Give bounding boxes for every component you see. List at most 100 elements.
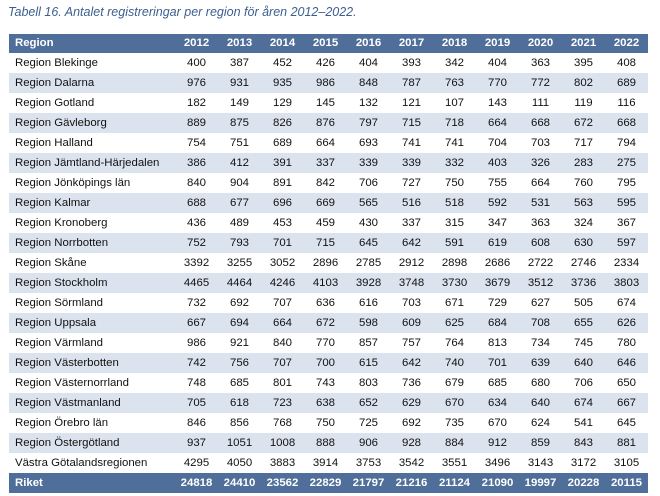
total-value-cell: 19997 xyxy=(519,473,562,493)
table-row: Region Blekinge 400 387 452 426 404 393 342 404 3… xyxy=(9,53,648,73)
table-row: Region Gävleborg 889 875 826 876 797 715 718 664… xyxy=(9,113,648,133)
value-cell: 531 xyxy=(519,193,562,213)
value-cell: 700 xyxy=(304,353,347,373)
value-cell: 404 xyxy=(476,53,519,73)
value-cell: 640 xyxy=(519,393,562,413)
region-name: Region Kalmar xyxy=(9,193,175,213)
region-name: Region Örebro län xyxy=(9,413,175,433)
value-cell: 563 xyxy=(562,193,605,213)
value-cell: 848 xyxy=(347,73,390,93)
value-cell: 717 xyxy=(562,133,605,153)
value-cell: 680 xyxy=(519,373,562,393)
value-cell: 986 xyxy=(175,333,218,353)
value-cell: 395 xyxy=(562,53,605,73)
value-cell: 674 xyxy=(605,293,648,313)
value-cell: 116 xyxy=(605,93,648,113)
value-cell: 802 xyxy=(562,73,605,93)
table-row: Region Dalarna 976 931 935 986 848 787 763 770 77… xyxy=(9,73,648,93)
value-cell: 701 xyxy=(476,353,519,373)
value-cell: 685 xyxy=(218,373,261,393)
header-region: Region xyxy=(9,34,175,53)
value-cell: 667 xyxy=(605,393,648,413)
value-cell: 742 xyxy=(175,353,218,373)
value-cell: 2722 xyxy=(519,253,562,273)
value-cell: 1008 xyxy=(261,433,304,453)
value-cell: 3883 xyxy=(261,453,304,473)
value-cell: 706 xyxy=(562,373,605,393)
value-cell: 283 xyxy=(562,153,605,173)
value-cell: 3255 xyxy=(218,253,261,273)
value-cell: 801 xyxy=(261,373,304,393)
value-cell: 626 xyxy=(605,313,648,333)
table-caption: Tabell 16. Antalet registreringar per re… xyxy=(8,5,357,19)
value-cell: 452 xyxy=(261,53,304,73)
table-row: Region Halland 754 751 689 664 693 741 741 704 70… xyxy=(9,133,648,153)
value-cell: 752 xyxy=(175,233,218,253)
value-cell: 672 xyxy=(304,313,347,333)
value-cell: 3730 xyxy=(433,273,476,293)
value-cell: 750 xyxy=(304,413,347,433)
value-cell: 339 xyxy=(390,153,433,173)
value-cell: 826 xyxy=(261,113,304,133)
value-cell: 884 xyxy=(433,433,476,453)
value-cell: 111 xyxy=(519,93,562,113)
region-name: Region Gotland xyxy=(9,93,175,113)
value-cell: 741 xyxy=(390,133,433,153)
value-cell: 339 xyxy=(347,153,390,173)
value-cell: 693 xyxy=(347,133,390,153)
region-name: Region Gävleborg xyxy=(9,113,175,133)
value-cell: 121 xyxy=(390,93,433,113)
value-cell: 2686 xyxy=(476,253,519,273)
value-cell: 725 xyxy=(347,413,390,433)
value-cell: 684 xyxy=(476,313,519,333)
value-cell: 598 xyxy=(347,313,390,333)
table-row: Region Uppsala 667 694 664 672 598 609 625 684 70… xyxy=(9,313,648,333)
table-row: Region Stockholm 4465 4464 4246 4103 3928 3748… xyxy=(9,273,648,293)
value-cell: 408 xyxy=(605,53,648,73)
table-row: Region Örebro län 846 856 768 750 725 692 735 67… xyxy=(9,413,648,433)
value-cell: 704 xyxy=(476,133,519,153)
header-year-2014: 2014 xyxy=(261,34,304,53)
value-cell: 592 xyxy=(476,193,519,213)
value-cell: 639 xyxy=(519,353,562,373)
value-cell: 670 xyxy=(476,413,519,433)
value-cell: 4246 xyxy=(261,273,304,293)
value-cell: 843 xyxy=(562,433,605,453)
value-cell: 688 xyxy=(175,193,218,213)
value-cell: 3542 xyxy=(390,453,433,473)
value-cell: 636 xyxy=(304,293,347,313)
value-cell: 876 xyxy=(304,113,347,133)
value-cell: 937 xyxy=(175,433,218,453)
table-row: Region Västernorrland 748 685 801 743 803 736 6… xyxy=(9,373,648,393)
region-name: Region Västmanland xyxy=(9,393,175,413)
value-cell: 674 xyxy=(562,393,605,413)
value-cell: 664 xyxy=(304,133,347,153)
total-label: Riket xyxy=(9,473,175,493)
value-cell: 888 xyxy=(304,433,347,453)
value-cell: 275 xyxy=(605,153,648,173)
table-row: Region Skåne 3392 3255 3052 2896 2785 2912 2898… xyxy=(9,253,648,273)
value-cell: 787 xyxy=(390,73,433,93)
value-cell: 760 xyxy=(562,173,605,193)
value-cell: 107 xyxy=(433,93,476,113)
value-cell: 857 xyxy=(347,333,390,353)
value-cell: 793 xyxy=(218,233,261,253)
value-cell: 393 xyxy=(390,53,433,73)
value-cell: 3803 xyxy=(605,273,648,293)
table-row: Region Jämtland-Härjedalen 386 412 391 337 33… xyxy=(9,153,648,173)
value-cell: 3172 xyxy=(562,453,605,473)
value-cell: 718 xyxy=(433,113,476,133)
value-cell: 608 xyxy=(519,233,562,253)
value-cell: 618 xyxy=(218,393,261,413)
value-cell: 337 xyxy=(390,213,433,233)
value-cell: 729 xyxy=(476,293,519,313)
region-name: Region Halland xyxy=(9,133,175,153)
value-cell: 692 xyxy=(390,413,433,433)
value-cell: 595 xyxy=(605,193,648,213)
value-cell: 694 xyxy=(218,313,261,333)
value-cell: 4050 xyxy=(218,453,261,473)
value-cell: 642 xyxy=(390,353,433,373)
value-cell: 315 xyxy=(433,213,476,233)
value-cell: 597 xyxy=(605,233,648,253)
value-cell: 367 xyxy=(605,213,648,233)
